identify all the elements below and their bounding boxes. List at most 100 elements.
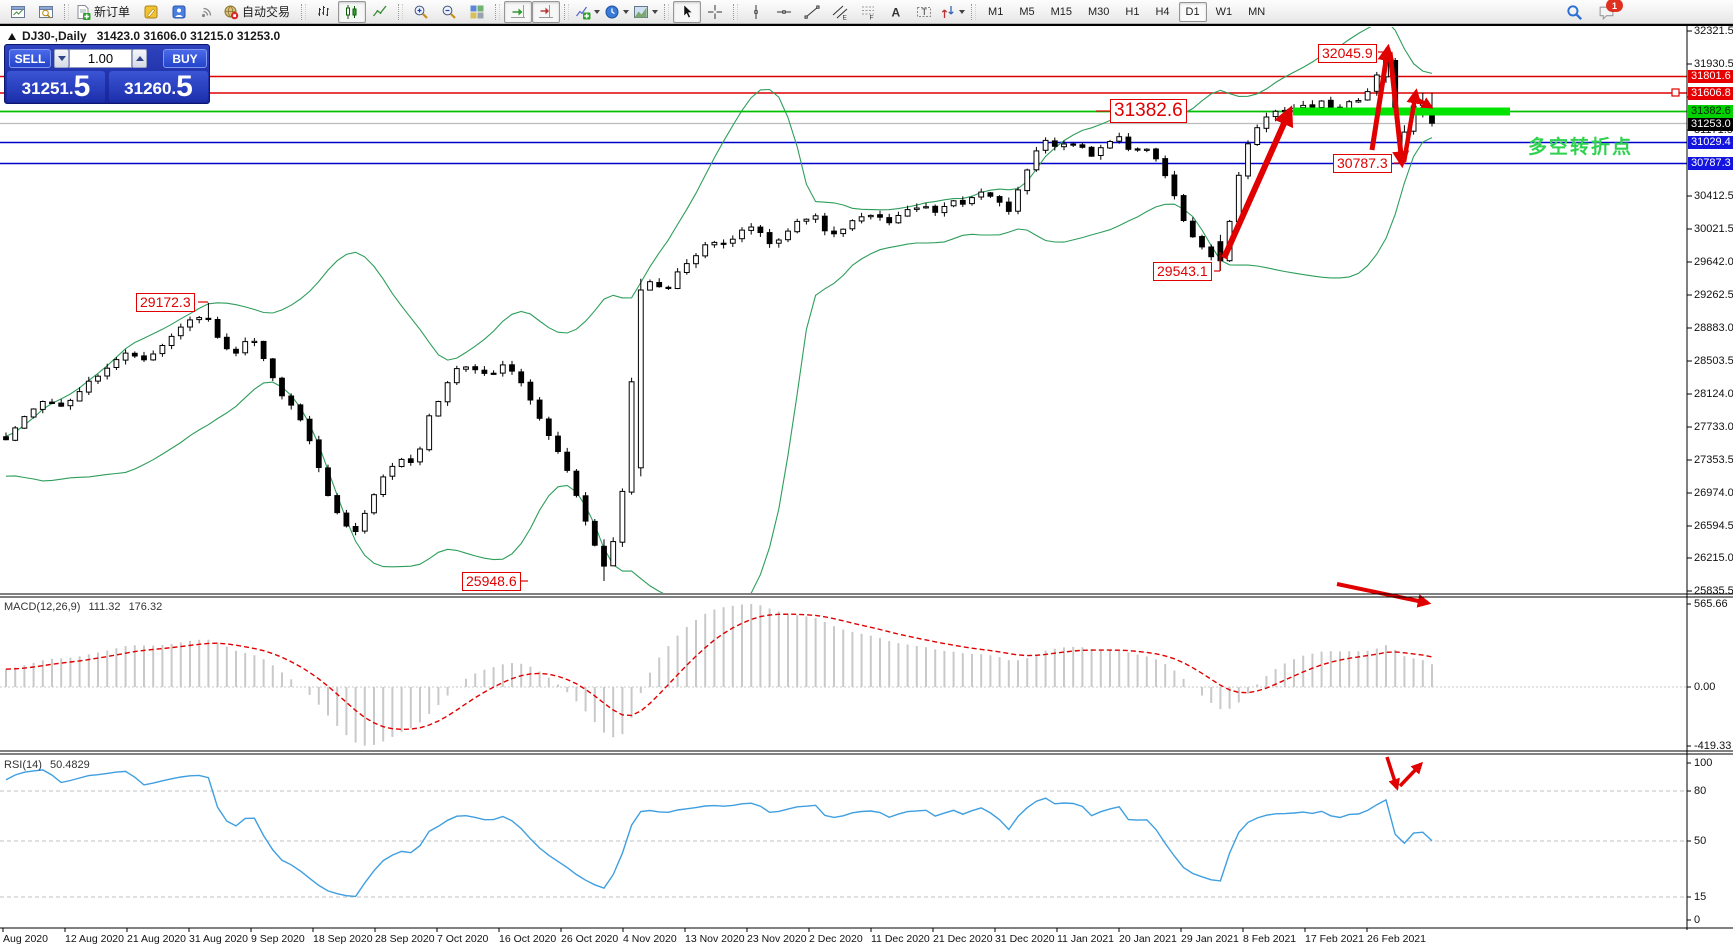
date-label: 11 Dec 2020 (871, 933, 930, 945)
metaeditor-icon (143, 4, 159, 20)
fibo-icon: F (860, 4, 876, 20)
volume-increase-button[interactable] (132, 49, 147, 68)
autoscroll-icon (510, 4, 526, 20)
rsi-axis-label: 80 (1694, 785, 1707, 797)
algo-terminal-button[interactable] (165, 1, 193, 23)
volume-decrease-button[interactable] (54, 49, 69, 68)
buy-button[interactable]: BUY (163, 49, 207, 68)
svg-text:E: E (843, 14, 848, 20)
autotrading-icon (223, 4, 239, 20)
one-click-trading-panel: SELL 1.00 BUY 31251. 5 31260. 5 (4, 44, 210, 104)
signals-button[interactable] (193, 1, 221, 23)
toolbar-separator (64, 3, 69, 20)
date-label: 29 Jan 2021 (1181, 933, 1239, 945)
candles-icon (344, 4, 360, 20)
autotrading-button[interactable]: 自动交易 (221, 1, 297, 23)
trendline-button[interactable] (798, 1, 826, 23)
cursor-icon (679, 3, 695, 20)
shift-icon (538, 4, 554, 20)
cursor-button[interactable] (673, 0, 702, 23)
line-chart-button[interactable] (366, 1, 394, 23)
candles-chart-button[interactable] (338, 0, 367, 23)
fibonacci-button[interactable]: F (854, 1, 882, 23)
svg-text:A: A (892, 5, 901, 19)
crosshair-icon (707, 4, 723, 20)
price-tick-label: 26215.0 (1694, 552, 1733, 564)
price-badge: 30787.3 (1688, 156, 1733, 170)
timeframe-mn-button[interactable]: MN (1248, 5, 1266, 18)
metaeditor-button[interactable] (137, 1, 165, 23)
collapse-arrow-icon[interactable] (8, 32, 16, 40)
channel-icon: E (832, 4, 848, 20)
toolbar-separator (564, 3, 570, 20)
arrows-button[interactable] (938, 1, 967, 23)
timeframe-m1-button[interactable]: M1 (988, 5, 1004, 18)
timeframe-h4-button[interactable]: H4 (1155, 5, 1170, 18)
periods-button[interactable] (602, 1, 631, 23)
price-annotation-label: 25948.6 (462, 572, 521, 591)
notifications-button[interactable]: 1 (1592, 0, 1623, 23)
rsi-line (5, 769, 1433, 898)
autotrading-label: 自动交易 (242, 5, 291, 19)
sell-button-label: SELL (14, 51, 46, 66)
date-label: 8 Feb 2021 (1243, 933, 1297, 945)
chevron-down-icon (594, 9, 601, 14)
clock-icon (604, 4, 620, 20)
sell-price-button[interactable]: 31251. 5 (7, 71, 105, 102)
price-badge: 31801.6 (1688, 69, 1733, 83)
macd-label: MACD(12,26,9) 111.32 176.32 (4, 601, 162, 613)
timeframe-d1-button[interactable]: D1 (1178, 1, 1207, 22)
bars-chart-button[interactable] (310, 1, 338, 23)
vertical-line-button[interactable] (742, 1, 770, 23)
sell-price-big: 5 (73, 70, 91, 103)
text-button[interactable]: A (882, 1, 910, 23)
profiles-icon (38, 4, 54, 20)
date-label: 4 Nov 2020 (623, 933, 677, 945)
text-label-button[interactable]: T (910, 1, 938, 23)
terminal-icon (171, 4, 187, 20)
date-label: 11 Jan 2021 (1057, 933, 1115, 945)
ohlc-label: 31423.0 31606.0 31215.0 31253.0 (96, 29, 281, 43)
indicators-button[interactable] (573, 1, 602, 23)
price-badge: 31606.8 (1688, 86, 1733, 100)
macd-axis-label: 565.66 (1694, 598, 1728, 610)
window-chart-icon (10, 4, 26, 20)
price-annotation-label: 30787.3 (1333, 154, 1392, 173)
auto-scroll-button[interactable] (504, 0, 533, 23)
timeframe-m30-button[interactable]: M30 (1088, 5, 1110, 18)
chart-shift-button[interactable] (532, 0, 561, 23)
timeframe-h1-button[interactable]: H1 (1125, 5, 1140, 18)
new-chart-button[interactable] (4, 1, 32, 23)
date-label: 13 Nov 2020 (685, 933, 745, 945)
volume-input[interactable]: 1.00 (69, 49, 132, 68)
profiles-button[interactable] (32, 1, 60, 23)
date-label: 16 Oct 2020 (499, 933, 557, 945)
rsi-value: 50.4829 (49, 759, 90, 771)
new-order-button[interactable]: 新订单 (73, 1, 137, 23)
toolbar-separator (664, 3, 670, 20)
zoom-out-button[interactable] (435, 1, 463, 23)
timeframe-m15-button[interactable]: M15 (1050, 5, 1072, 18)
price-badge: 31029.4 (1688, 135, 1733, 149)
svg-text:T: T (922, 7, 928, 17)
timeframe-m5-button[interactable]: M5 (1019, 5, 1035, 18)
equidistant-channel-button[interactable]: E (826, 1, 854, 23)
timeframe-w1-button[interactable]: W1 (1215, 5, 1233, 18)
search-button[interactable] (1560, 1, 1588, 23)
buy-price-button[interactable]: 31260. 5 (109, 71, 208, 102)
price-annotation-label: 29543.1 (1153, 262, 1212, 281)
buy-button-label: BUY (172, 51, 198, 66)
templates-button[interactable] (631, 1, 660, 23)
crosshair-button[interactable] (701, 1, 729, 23)
tile-windows-button[interactable] (463, 1, 491, 23)
zoom-in-button[interactable] (407, 1, 435, 23)
horizontal-line-button[interactable] (770, 1, 798, 23)
spin-up-icon (135, 56, 144, 61)
toolbar-separator (971, 3, 977, 20)
sell-button[interactable]: SELL (9, 49, 51, 68)
new-order-icon (75, 4, 91, 20)
panel-frame (0, 26, 1733, 932)
macd-signal-line (5, 613, 1433, 731)
macd-axis-label: -419.33 (1694, 740, 1732, 752)
